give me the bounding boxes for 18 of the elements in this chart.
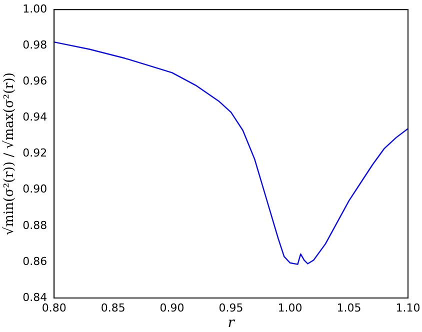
y-tick-label: 1.00 bbox=[22, 2, 48, 16]
x-tick-label: 1.00 bbox=[278, 301, 302, 314]
x-axis-title: r bbox=[228, 315, 236, 332]
x-tick-label: 1.05 bbox=[336, 301, 362, 314]
y-axis-title: √min(σ²(r)) / √max(σ²(r)) bbox=[2, 72, 18, 236]
x-tick-label: 0.80 bbox=[42, 301, 66, 314]
x-tick-label: 0.85 bbox=[100, 301, 126, 314]
x-tick-label: 0.90 bbox=[160, 301, 184, 314]
y-tick-label: 0.96 bbox=[22, 74, 48, 88]
x-tick-label: 0.95 bbox=[218, 301, 244, 314]
y-tick-label: 0.84 bbox=[22, 290, 48, 304]
y-tick-label: 0.88 bbox=[22, 218, 48, 232]
x-tick-label: 1.10 bbox=[396, 301, 420, 314]
y-tick-label: 0.86 bbox=[22, 254, 48, 268]
y-tick-label: 0.98 bbox=[22, 38, 48, 52]
y-tick-label: 0.90 bbox=[22, 182, 48, 196]
y-tick-label: 0.94 bbox=[22, 110, 48, 124]
y-tick-label: 0.92 bbox=[22, 146, 48, 160]
